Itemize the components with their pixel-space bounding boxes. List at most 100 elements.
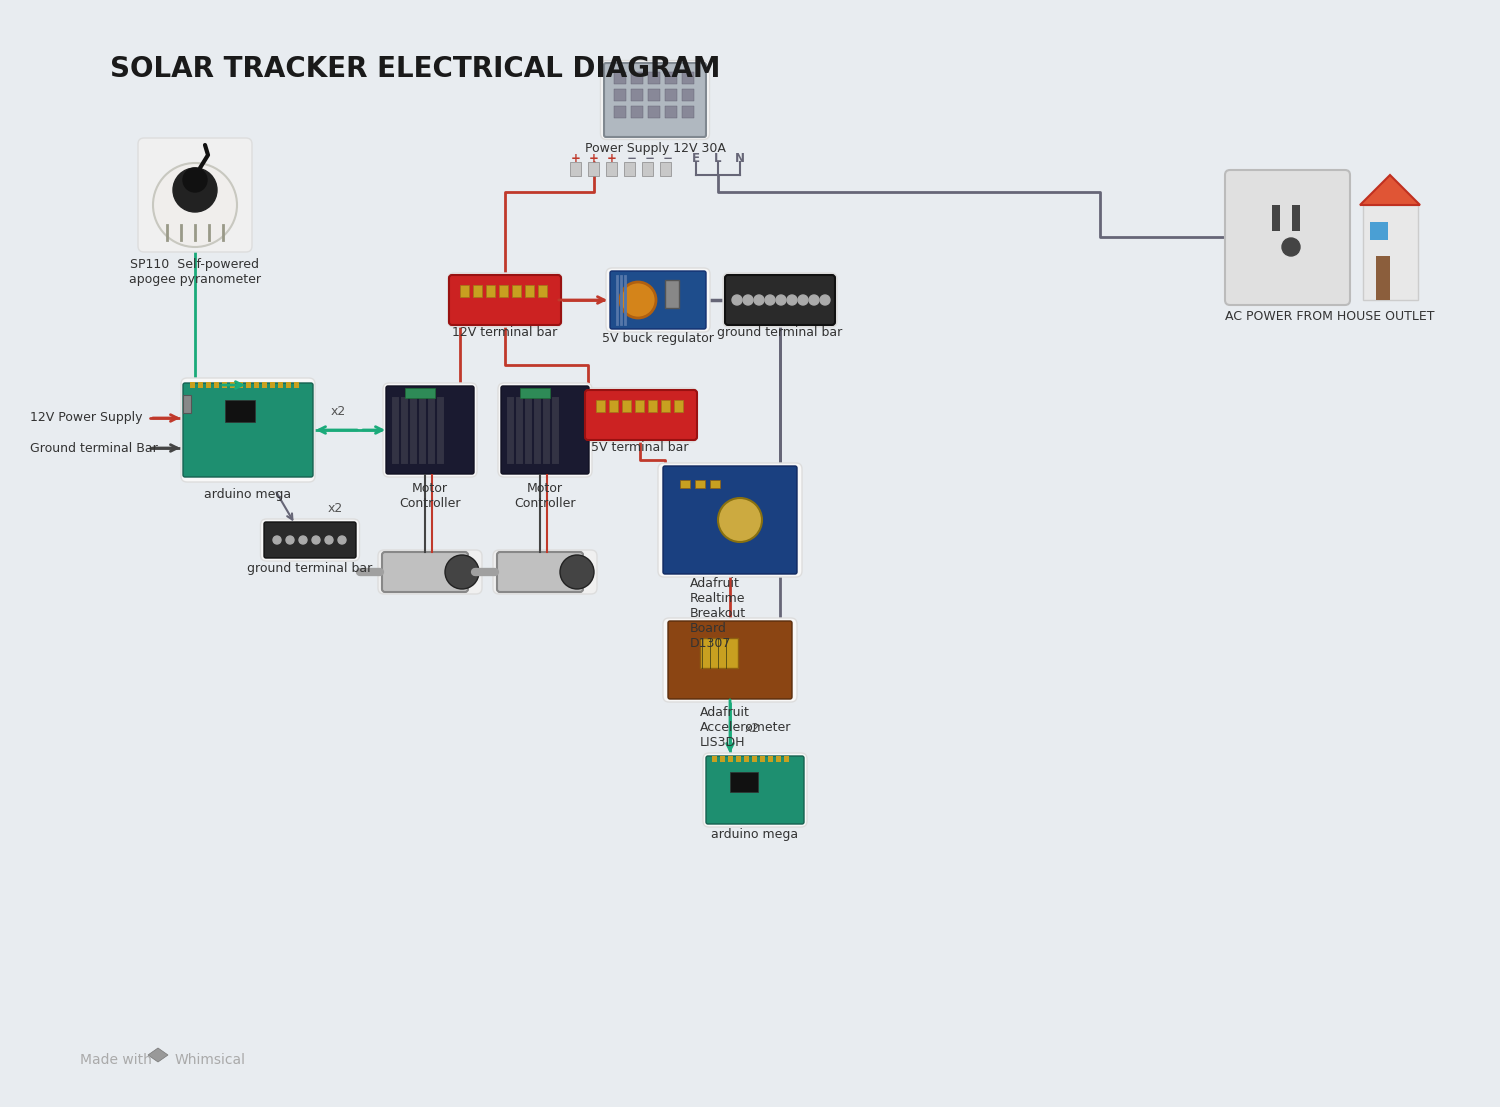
Bar	[500, 284, 508, 297]
Bar	[664, 106, 676, 118]
FancyBboxPatch shape	[604, 63, 706, 137]
Bar	[752, 756, 758, 762]
Circle shape	[183, 168, 207, 192]
Bar	[694, 480, 705, 488]
Bar	[784, 756, 789, 762]
Bar	[230, 382, 236, 387]
Bar	[624, 162, 634, 176]
FancyBboxPatch shape	[382, 383, 477, 477]
Circle shape	[732, 294, 742, 306]
Bar	[225, 400, 255, 422]
Bar	[682, 72, 694, 84]
Circle shape	[718, 498, 762, 542]
Bar	[460, 284, 470, 297]
FancyBboxPatch shape	[382, 552, 468, 592]
Circle shape	[273, 536, 280, 544]
Bar	[730, 772, 758, 792]
Circle shape	[312, 536, 320, 544]
Text: Power Supply 12V 30A: Power Supply 12V 30A	[585, 142, 726, 155]
Bar	[1272, 205, 1280, 231]
FancyBboxPatch shape	[704, 753, 807, 827]
Bar	[405, 387, 435, 399]
Circle shape	[446, 555, 478, 589]
Bar	[254, 382, 260, 387]
Bar	[614, 72, 626, 84]
Polygon shape	[1360, 175, 1420, 205]
Circle shape	[821, 294, 830, 306]
FancyBboxPatch shape	[706, 756, 804, 824]
Bar	[700, 638, 738, 668]
Bar	[538, 284, 548, 297]
Text: arduino mega: arduino mega	[711, 828, 798, 841]
Bar	[648, 72, 660, 84]
Bar	[632, 72, 644, 84]
Bar	[270, 382, 274, 387]
Circle shape	[560, 555, 594, 589]
Text: 5V buck regulator: 5V buck regulator	[602, 332, 714, 345]
FancyBboxPatch shape	[448, 275, 561, 325]
Circle shape	[1282, 238, 1300, 256]
Bar	[662, 400, 670, 412]
Text: +: +	[590, 152, 598, 165]
Bar	[744, 756, 748, 762]
Bar	[712, 756, 717, 762]
FancyBboxPatch shape	[183, 383, 314, 477]
Bar	[664, 89, 676, 101]
FancyBboxPatch shape	[138, 138, 252, 252]
Text: x2: x2	[746, 722, 760, 735]
Text: −: −	[658, 152, 674, 165]
Bar	[710, 480, 720, 488]
Circle shape	[153, 163, 237, 247]
Text: 12V Power Supply: 12V Power Supply	[30, 412, 142, 424]
FancyBboxPatch shape	[501, 386, 590, 474]
Text: Adafruit
Accelerometer
LIS3DH: Adafruit Accelerometer LIS3DH	[700, 706, 792, 749]
FancyBboxPatch shape	[496, 552, 584, 592]
Text: arduino mega: arduino mega	[204, 488, 291, 501]
Bar	[246, 382, 250, 387]
Circle shape	[338, 536, 346, 544]
Text: +: +	[572, 152, 580, 165]
Circle shape	[286, 536, 294, 544]
Text: N: N	[735, 152, 746, 165]
FancyBboxPatch shape	[1226, 170, 1350, 306]
Text: Whimsical: Whimsical	[176, 1053, 246, 1067]
Text: Motor
Controller: Motor Controller	[399, 482, 460, 510]
Bar	[183, 395, 190, 413]
FancyBboxPatch shape	[498, 383, 592, 477]
Text: Made with: Made with	[80, 1053, 152, 1067]
FancyBboxPatch shape	[584, 387, 698, 442]
FancyBboxPatch shape	[723, 273, 837, 327]
Circle shape	[298, 536, 307, 544]
Text: 12V terminal bar: 12V terminal bar	[453, 325, 558, 339]
FancyBboxPatch shape	[386, 386, 474, 474]
FancyBboxPatch shape	[182, 377, 315, 482]
Bar	[278, 382, 284, 387]
Bar	[648, 400, 657, 412]
Bar	[286, 382, 291, 387]
Text: x2: x2	[330, 405, 345, 418]
Bar	[634, 400, 644, 412]
Bar	[606, 162, 616, 176]
Bar	[596, 400, 604, 412]
FancyBboxPatch shape	[663, 618, 796, 702]
Text: 5V terminal bar: 5V terminal bar	[591, 441, 688, 454]
Bar	[525, 284, 534, 297]
Text: E: E	[692, 152, 700, 165]
Text: Ground terminal Bar: Ground terminal Bar	[30, 442, 158, 455]
Circle shape	[798, 294, 808, 306]
Bar	[214, 382, 219, 387]
FancyBboxPatch shape	[610, 271, 706, 329]
Bar	[622, 400, 632, 412]
Text: x2: x2	[328, 501, 344, 515]
Bar	[632, 106, 644, 118]
FancyBboxPatch shape	[724, 275, 836, 325]
FancyBboxPatch shape	[585, 390, 698, 439]
Polygon shape	[148, 1048, 168, 1062]
Bar	[682, 106, 694, 118]
Bar	[660, 162, 670, 176]
Circle shape	[754, 294, 764, 306]
Text: Motor
Controller: Motor Controller	[514, 482, 576, 510]
Text: −: −	[640, 152, 656, 165]
Bar	[632, 89, 644, 101]
Circle shape	[172, 168, 217, 213]
